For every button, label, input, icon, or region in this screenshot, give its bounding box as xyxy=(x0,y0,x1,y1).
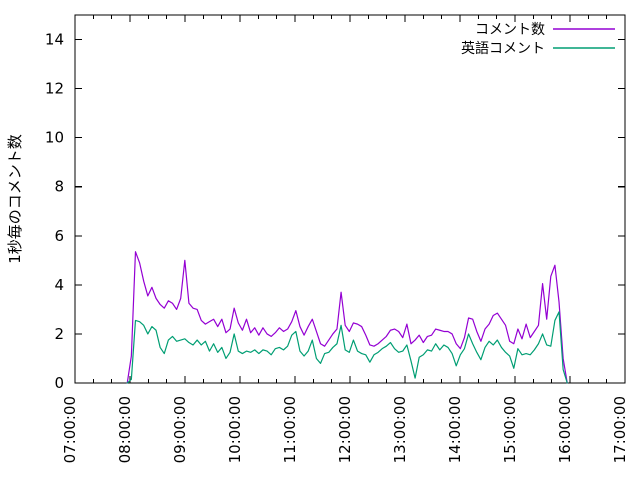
x-axis-ticks xyxy=(74,15,626,383)
x-tick-label: 16:00:00 xyxy=(556,396,574,463)
y-axis-label-text: 1秒毎のコメント数 xyxy=(6,134,24,264)
y-axis-tick-labels: 0 2 4 6 8 10 12 14 xyxy=(45,31,64,392)
y-tick-label: 12 xyxy=(45,80,64,98)
x-axis-tick-labels: 07:00:00 08:00:00 09:00:00 10:00:00 11:00:00… xyxy=(61,396,629,463)
x-tick-label: 09:00:00 xyxy=(171,396,189,463)
series-line-2 xyxy=(126,311,568,384)
y-tick-label: 6 xyxy=(54,227,64,245)
x-tick-label: 07:00:00 xyxy=(61,396,79,463)
y-tick-label: 0 xyxy=(54,374,64,392)
x-tick-label: 12:00:00 xyxy=(336,396,354,463)
y-tick-label: 10 xyxy=(45,129,64,147)
data-series-group xyxy=(126,251,568,384)
y-tick-label: 2 xyxy=(54,325,64,343)
x-tick-label: 15:00:00 xyxy=(501,396,519,463)
x-tick-label: 13:00:00 xyxy=(391,396,409,463)
x-tick-label: 14:00:00 xyxy=(446,396,464,463)
x-tick-label: 10:00:00 xyxy=(226,396,244,463)
y-tick-label: 14 xyxy=(45,31,64,49)
legend-label-1: コメント数 xyxy=(475,22,545,38)
y-axis-title: 1秒毎のコメント数 xyxy=(6,134,24,264)
y-tick-label: 8 xyxy=(54,178,64,196)
y-axis-ticks xyxy=(75,38,625,384)
y-tick-label: 4 xyxy=(54,276,64,294)
x-tick-label: 08:00:00 xyxy=(116,396,134,463)
x-tick-label: 17:00:00 xyxy=(611,396,629,463)
series-line-1 xyxy=(126,251,568,384)
x-tick-label: 11:00:00 xyxy=(281,396,299,463)
legend-label-2: 英語コメント xyxy=(461,40,545,57)
